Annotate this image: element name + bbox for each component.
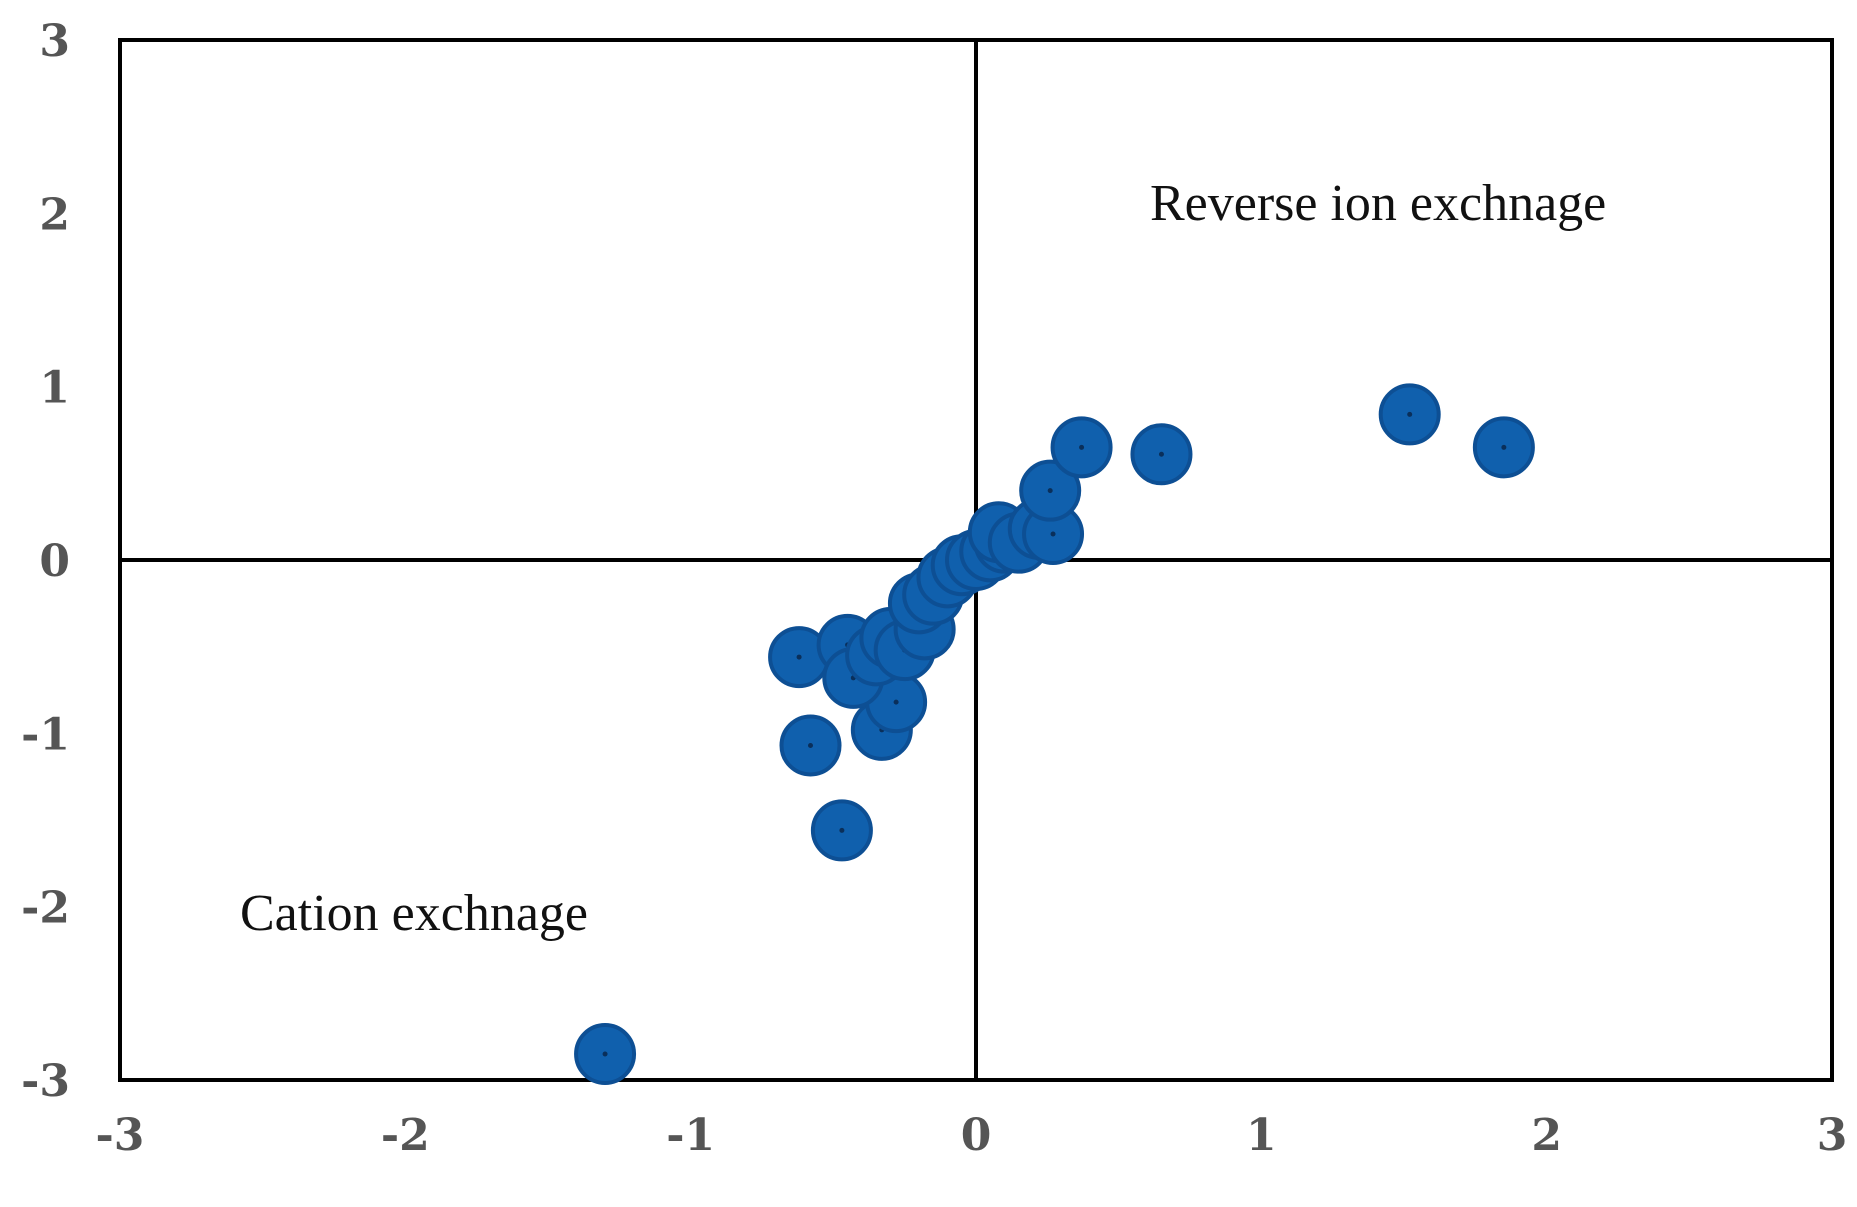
y-tick-label: -2 [21,883,70,934]
x-tick-label: 3 [1817,1110,1848,1161]
x-tick-label: 2 [1531,1110,1562,1161]
y-tick-label: 0 [39,536,70,587]
data-point [1472,416,1535,479]
annotation-reverse-ion-exchange: Reverse ion exchnage [1150,175,1606,232]
x-tick-label: 1 [1246,1110,1277,1161]
y-tick-label: -1 [21,709,70,760]
data-point [810,799,873,862]
y-tick-label: 2 [39,189,70,240]
data-points [574,383,1535,1085]
x-tick-label: -3 [96,1110,145,1161]
x-tick-label: -1 [666,1110,715,1161]
tick-labels: -3 -2 -1 0 1 2 3 3 2 1 0 -1 -2 -3 [21,16,1847,1161]
x-tick-label: -2 [381,1110,430,1161]
y-tick-label: -3 [21,1056,70,1107]
data-point [779,714,842,777]
y-tick-label: 3 [39,16,70,67]
data-point [574,1023,637,1085]
data-point [1050,416,1113,479]
x-tick-label: 0 [961,1110,992,1161]
annotation-cation-exchange: Cation exchnage [240,885,588,942]
data-point [1019,459,1082,522]
data-point [1022,503,1085,565]
data-point [1378,383,1441,446]
data-point [768,626,831,689]
y-tick-label: 1 [39,363,70,414]
data-point [1130,423,1193,486]
